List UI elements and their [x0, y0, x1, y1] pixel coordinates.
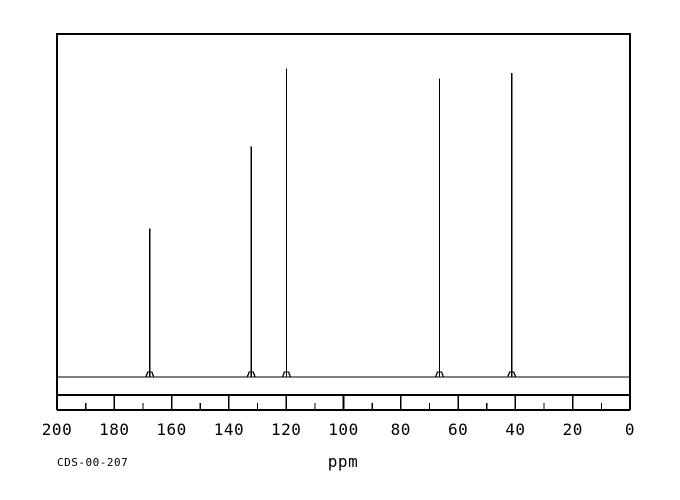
x-axis-tick-label: 120	[271, 420, 301, 439]
x-axis-tick-label: 60	[448, 420, 468, 439]
x-axis: 200 180 160 140 120 100 80 60 40 20 0	[42, 396, 635, 439]
x-axis-tick-label: 180	[99, 420, 129, 439]
spectrum-trace	[57, 68, 630, 378]
x-axis-tick-label: 160	[156, 420, 186, 439]
x-axis-tick-label: 40	[505, 420, 525, 439]
x-axis-tick-label: 20	[563, 420, 583, 439]
x-axis-tick-label: 80	[391, 420, 411, 439]
plot-frame	[56, 33, 631, 396]
x-axis-title: ppm	[328, 452, 358, 471]
x-axis-tick-label: 0	[625, 420, 635, 439]
x-axis-tick-label: 140	[214, 420, 244, 439]
x-axis-tick-label: 100	[328, 420, 358, 439]
x-axis-tick-label: 200	[42, 420, 72, 439]
watermark-label: CDS-00-207	[57, 456, 128, 469]
